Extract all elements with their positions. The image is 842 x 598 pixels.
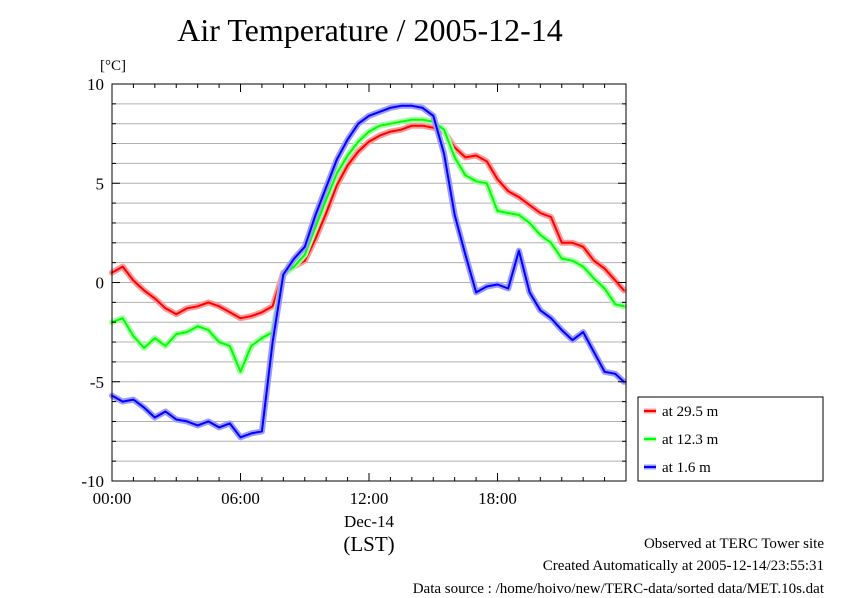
series-halo-1 xyxy=(109,122,627,322)
series-halo-3 xyxy=(109,102,627,441)
x-tick-label: 12:00 xyxy=(350,489,389,508)
x-axis-date-label: Dec-14 xyxy=(344,512,395,531)
x-tick-label: 18:00 xyxy=(478,489,517,508)
x-tick-label: 00:00 xyxy=(93,489,132,508)
legend: at 29.5 m at 12.3 m at 1.6 m xyxy=(637,396,824,482)
legend-box xyxy=(637,396,824,482)
y-axis-label: [°C] xyxy=(100,58,126,74)
footer-source: Data source : /home/hoivo/new/TERC-data/… xyxy=(412,581,824,597)
y-tick-label: 5 xyxy=(96,174,105,193)
footer-created: Created Automatically at 2005-12-14/23:5… xyxy=(542,558,824,574)
y-tick-label: 0 xyxy=(96,274,105,293)
legend-label: at 1.6 m xyxy=(662,460,711,476)
legend-label: at 29.5 m xyxy=(662,404,719,420)
x-axis-label: (LST) xyxy=(343,532,394,556)
chart-title: Air Temperature / 2005-12-14 xyxy=(177,12,563,48)
series-line-3 xyxy=(111,104,625,439)
series-halo-2 xyxy=(109,116,627,375)
footer-observed: Observed at TERC Tower site xyxy=(643,536,824,552)
grid-lines xyxy=(112,103,626,462)
y-tick-label: -5 xyxy=(90,373,104,392)
x-tick-label: 06:00 xyxy=(221,489,260,508)
y-tick-label: -10 xyxy=(81,472,104,491)
y-tick-label: 10 xyxy=(87,75,104,94)
series-line-2 xyxy=(111,118,625,373)
legend-label: at 12.3 m xyxy=(662,432,719,448)
series-layer xyxy=(109,102,627,441)
series-line-1 xyxy=(111,124,625,320)
